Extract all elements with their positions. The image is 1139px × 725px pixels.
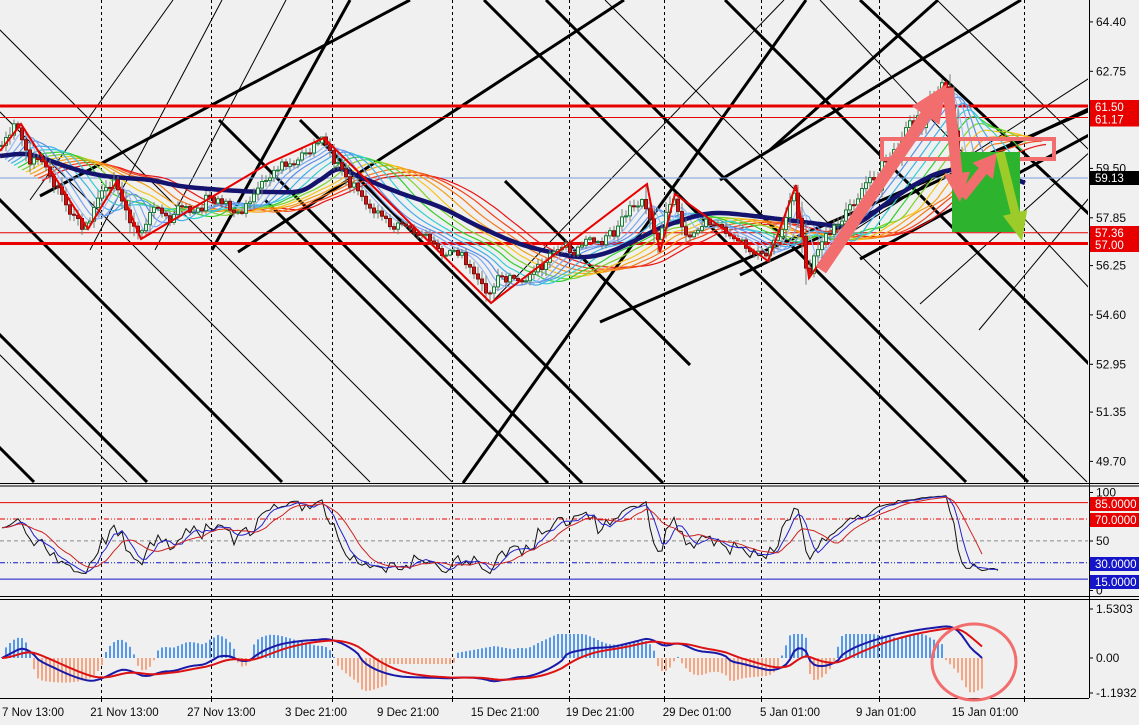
svg-text:30.0000: 30.0000 [1095,559,1137,571]
svg-text:51.35: 51.35 [1096,405,1126,419]
svg-text:56.25: 56.25 [1096,259,1126,273]
svg-text:19 Dec 21:00: 19 Dec 21:00 [566,707,634,719]
svg-text:-1.1932: -1.1932 [1096,686,1137,700]
svg-text:3 Dec 21:00: 3 Dec 21:00 [285,707,347,719]
svg-text:7 Nov 13:00: 7 Nov 13:00 [2,707,64,719]
svg-text:100: 100 [1096,486,1116,500]
svg-text:1.5303: 1.5303 [1096,602,1133,616]
svg-text:85.0000: 85.0000 [1095,499,1137,511]
svg-text:52.95: 52.95 [1096,357,1126,371]
svg-text:9 Dec 21:00: 9 Dec 21:00 [377,707,439,719]
svg-text:29 Dec 01:00: 29 Dec 01:00 [663,707,731,719]
svg-text:57.00: 57.00 [1095,240,1124,252]
svg-text:15 Dec 21:00: 15 Dec 21:00 [471,707,539,719]
svg-text:50: 50 [1096,534,1110,548]
svg-text:57.85: 57.85 [1096,211,1126,225]
svg-text:62.75: 62.75 [1096,64,1126,78]
svg-text:5 Jan 01:00: 5 Jan 01:00 [760,707,820,719]
svg-text:64.40: 64.40 [1096,15,1126,29]
svg-text:0.00: 0.00 [1096,651,1120,665]
svg-text:61.50: 61.50 [1095,102,1124,114]
svg-text:21 Nov 13:00: 21 Nov 13:00 [90,707,158,719]
svg-text:59.13: 59.13 [1095,173,1124,185]
svg-text:57.36: 57.36 [1095,228,1124,240]
svg-text:54.60: 54.60 [1096,308,1126,322]
svg-text:15 Jan 01:00: 15 Jan 01:00 [952,707,1019,719]
svg-text:15.0000: 15.0000 [1095,577,1137,589]
svg-text:61.17: 61.17 [1095,115,1124,127]
svg-text:9 Jan 01:00: 9 Jan 01:00 [856,707,916,719]
svg-text:49.70: 49.70 [1096,454,1126,468]
svg-text:70.0000: 70.0000 [1095,515,1137,527]
svg-text:27 Nov 13:00: 27 Nov 13:00 [187,707,255,719]
svg-text:0: 0 [1096,584,1103,598]
